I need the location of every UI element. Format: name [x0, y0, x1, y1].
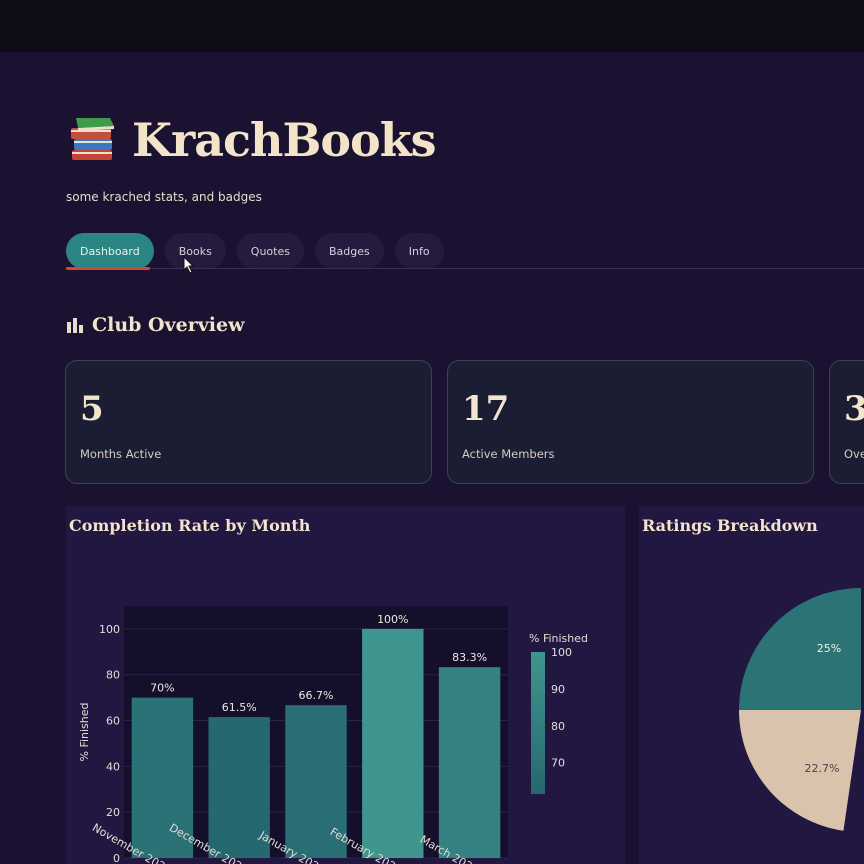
stat-value: 5	[80, 389, 104, 429]
y-axis-label: % Finished	[78, 702, 91, 761]
tab-info[interactable]: Info	[394, 233, 444, 269]
y-tick-label: 60	[106, 715, 120, 728]
colorbar-tick-label: 100	[551, 646, 572, 659]
colorbar-title: % Finished	[529, 632, 588, 645]
stat-value: 3	[844, 389, 864, 429]
app-subtitle: some krached stats, and badges	[66, 190, 262, 204]
tab-dashboard[interactable]: Dashboard	[66, 233, 154, 269]
colorbar-tick-label: 70	[551, 757, 565, 770]
stat-card-months: 5 Months Active	[65, 360, 432, 484]
stat-label: Active Members	[462, 447, 555, 461]
stat-card-overflow: 3 Ove	[829, 360, 864, 484]
stat-label: Months Active	[80, 447, 162, 461]
ratings-chart-panel: Ratings Breakdown 25% 22.7%	[639, 506, 864, 864]
pie-slice	[739, 588, 861, 710]
stat-label: Ove	[844, 447, 864, 461]
tab-bar: Dashboard Books Quotes Badges Info	[66, 233, 444, 269]
section-title: Club Overview	[92, 314, 245, 336]
app-title: KrachBooks	[132, 113, 436, 167]
bar-data-label: 61.5%	[222, 701, 257, 714]
bar-data-label: 100%	[377, 613, 408, 626]
bar	[285, 705, 347, 858]
bar-data-label: 70%	[150, 682, 174, 695]
brand-header: KrachBooks	[66, 110, 436, 170]
stat-value: 17	[462, 389, 510, 429]
tab-divider	[150, 268, 864, 269]
colorbar-tick-label: 80	[551, 720, 565, 733]
bar-data-label: 66.7%	[299, 689, 334, 702]
bar-chart-icon	[67, 318, 83, 333]
tab-quotes[interactable]: Quotes	[236, 233, 304, 269]
completion-chart-panel: Completion Rate by Month 0 20 40 60 80 100% F…	[66, 506, 625, 864]
tab-badges[interactable]: Badges	[314, 233, 384, 269]
y-tick-label: 80	[106, 669, 120, 682]
club-overview-heading: Club Overview	[66, 314, 244, 336]
stat-card-members: 17 Active Members	[447, 360, 814, 484]
y-tick-label: 100	[99, 623, 120, 636]
y-tick-label: 20	[106, 806, 120, 819]
pie-slice-label: 25%	[817, 642, 841, 655]
colorbar-tick-label: 90	[551, 683, 565, 696]
top-bar	[0, 0, 864, 52]
mouse-cursor-icon	[183, 256, 195, 274]
bar	[131, 697, 194, 858]
tab-books[interactable]: Books	[164, 233, 226, 269]
y-tick-label: 40	[106, 760, 120, 773]
ratings-pie-chart: 25% 22.7%	[739, 588, 861, 831]
y-tick-label: 0	[113, 852, 120, 864]
colorbar	[531, 652, 545, 794]
bar	[208, 717, 270, 858]
bar-data-label: 83.3%	[452, 651, 487, 664]
app-container: KrachBooks some krached stats, and badge…	[0, 52, 864, 864]
active-tab-indicator	[66, 267, 150, 270]
bar	[438, 667, 501, 858]
bar	[362, 628, 424, 858]
books-icon	[71, 118, 114, 160]
chart-title: Ratings Breakdown	[642, 516, 818, 535]
pie-slice	[739, 710, 861, 831]
chart-title: Completion Rate by Month	[69, 516, 311, 535]
pie-slice-label: 22.7%	[805, 762, 840, 775]
